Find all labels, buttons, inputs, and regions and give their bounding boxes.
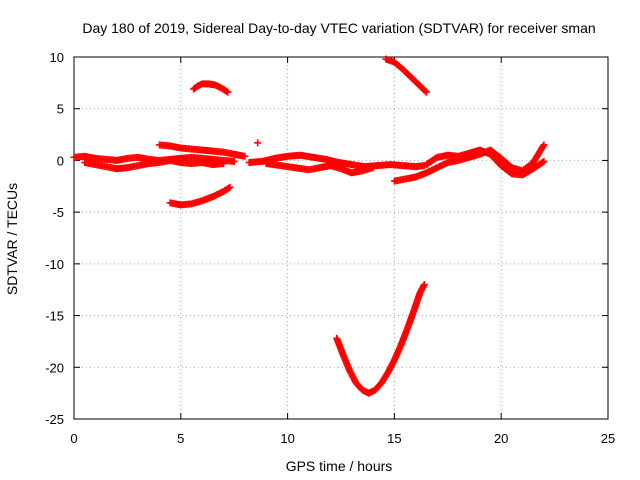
y-tick-label: -20 [45,360,64,375]
y-tick-label: 5 [57,102,64,117]
y-tick-label: -10 [45,257,64,272]
y-tick-label: -25 [45,412,64,427]
x-axis-label: GPS time / hours [286,458,393,474]
data-point-right-band [540,157,548,165]
data-point-upper-arc [224,88,232,96]
data-point-right-band-lower [539,142,547,150]
data-point-upper-right-arc [421,87,429,95]
x-tick-label: 20 [494,431,508,446]
y-tick-label: -5 [52,205,64,220]
data-marks [70,55,548,397]
data-point-main-band-a [230,157,238,165]
data-point-main-band-b [220,160,228,168]
data-point-upper-arc [223,87,231,95]
data-point-isolated-point [254,139,262,147]
x-tick-label: 10 [280,431,294,446]
axis-ticks: 0 5 10 15 20 25 10 5 0 -5 -10 -15 -20 -25 [45,50,615,446]
data-point-lower-left-band [225,184,233,192]
data-point-mid-band-lower [369,164,377,172]
x-tick-label: 15 [387,431,401,446]
x-tick-label: 0 [70,431,77,446]
x-tick-label: 25 [601,431,615,446]
y-axis-label: SDTVAR / TECUs [4,183,20,295]
grid [74,57,608,419]
y-tick-label: 0 [57,153,64,168]
data-point-right-band-lower [540,141,548,149]
data-point-upper-left-band [241,152,249,160]
y-tick-label: -15 [45,309,64,324]
plot-frame [73,56,609,420]
y-tick-label: 10 [50,50,64,65]
data-point-deep-dip [420,281,428,289]
data-point-upper-right-arc [422,88,430,96]
data-point-lower-left-band [226,183,234,191]
x-tick-label: 5 [177,431,184,446]
data-point-right-band [539,158,547,166]
chart-title: Day 180 of 2019, Sidereal Day-to-day VTE… [82,20,595,36]
